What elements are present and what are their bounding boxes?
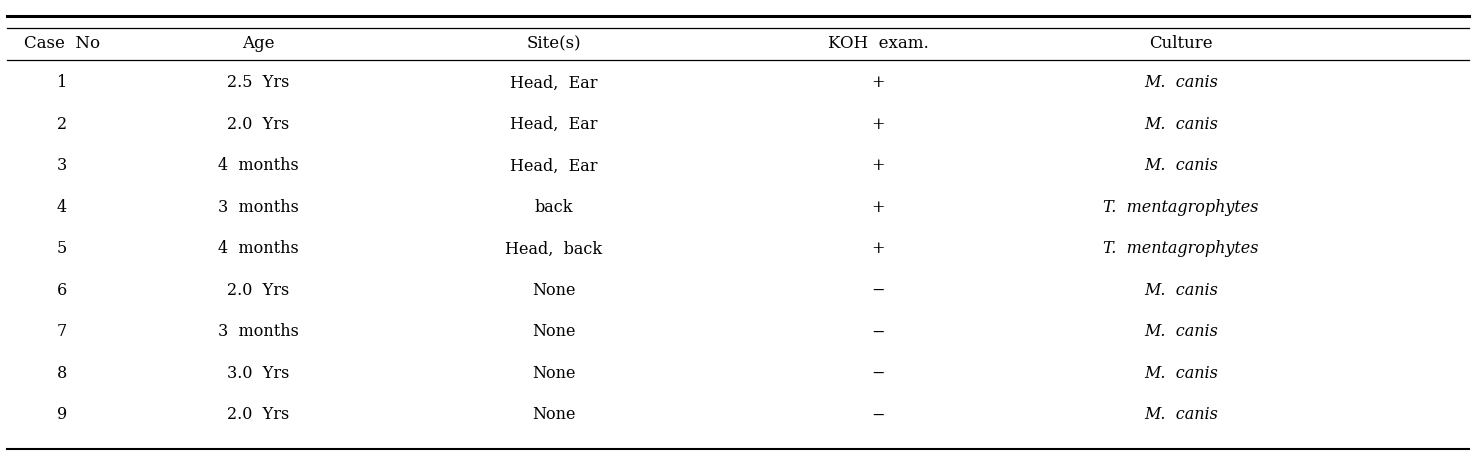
Text: back: back [534,199,573,216]
Text: Case  No: Case No [24,35,100,52]
Text: +: + [871,75,886,91]
Text: 4  months: 4 months [218,241,298,257]
Text: −: − [871,324,886,340]
Text: 1: 1 [58,75,66,91]
Text: 8: 8 [58,365,66,382]
Text: Age: Age [242,35,275,52]
Text: M.  canis: M. canis [1144,158,1218,174]
Text: 9: 9 [58,407,66,423]
Text: 2.5  Yrs: 2.5 Yrs [227,75,289,91]
Text: 3.0  Yrs: 3.0 Yrs [227,365,289,382]
Text: 4  months: 4 months [218,158,298,174]
Text: M.  canis: M. canis [1144,324,1218,340]
Text: 2.0  Yrs: 2.0 Yrs [227,282,289,299]
Text: M.  canis: M. canis [1144,407,1218,423]
Text: +: + [871,199,886,216]
Text: 4: 4 [58,199,66,216]
Text: Head,  back: Head, back [505,241,602,257]
Text: −: − [871,365,886,382]
Text: −: − [871,282,886,299]
Text: None: None [531,282,576,299]
Text: M.  canis: M. canis [1144,282,1218,299]
Text: None: None [531,407,576,423]
Text: T.  mentagrophytes: T. mentagrophytes [1103,199,1259,216]
Text: 3  months: 3 months [218,199,298,216]
Text: +: + [871,116,886,133]
Text: +: + [871,241,886,257]
Text: 6: 6 [58,282,66,299]
Text: 3: 3 [58,158,66,174]
Text: Head,  Ear: Head, Ear [509,116,598,133]
Text: Head,  Ear: Head, Ear [509,75,598,91]
Text: Site(s): Site(s) [525,35,582,52]
Text: Culture: Culture [1148,35,1213,52]
Text: +: + [871,158,886,174]
Text: Head,  Ear: Head, Ear [509,158,598,174]
Text: M.  canis: M. canis [1144,365,1218,382]
Text: 2.0  Yrs: 2.0 Yrs [227,116,289,133]
Text: 3  months: 3 months [218,324,298,340]
Text: 7: 7 [58,324,66,340]
Text: −: − [871,407,886,423]
Text: KOH  exam.: KOH exam. [828,35,928,52]
Text: T.  mentagrophytes: T. mentagrophytes [1103,241,1259,257]
Text: 2.0  Yrs: 2.0 Yrs [227,407,289,423]
Text: None: None [531,365,576,382]
Text: M.  canis: M. canis [1144,116,1218,133]
Text: 2: 2 [58,116,66,133]
Text: None: None [531,324,576,340]
Text: M.  canis: M. canis [1144,75,1218,91]
Text: 5: 5 [58,241,66,257]
